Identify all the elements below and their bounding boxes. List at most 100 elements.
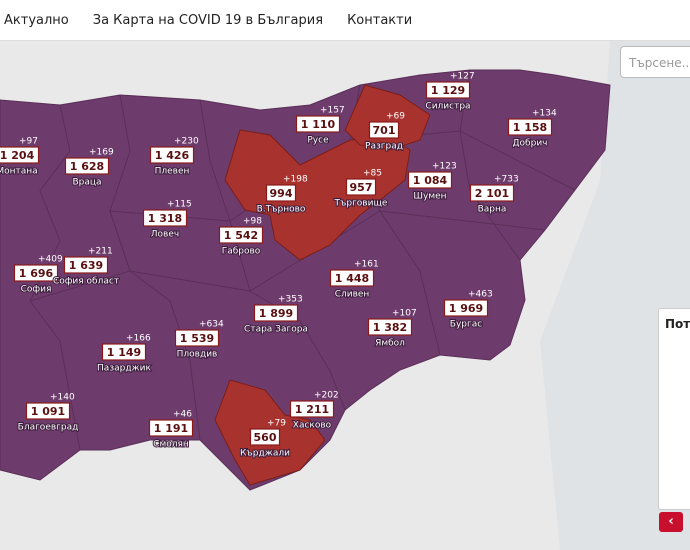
count-box (345, 178, 377, 196)
region-count: 1 696 (19, 267, 54, 280)
count-box (101, 343, 147, 361)
region-name: Пазарджик (97, 364, 151, 374)
region-name: Благоевград (18, 423, 79, 433)
nav-link[interactable]: Контакти (347, 12, 413, 28)
count-box (469, 184, 515, 202)
region-increase: +634 (199, 320, 224, 330)
region-name: Шумен (413, 192, 446, 202)
region-increase: +161 (354, 260, 379, 270)
count-box (218, 226, 264, 244)
count-box (25, 402, 71, 420)
info-panel: Пот (658, 308, 690, 510)
region-increase: +107 (392, 309, 417, 319)
region-increase: +79 (267, 419, 286, 429)
count-box (63, 256, 109, 274)
region-increase: +157 (320, 106, 345, 116)
count-box (425, 81, 471, 99)
back-button[interactable]: ‹ (659, 512, 683, 532)
region-count: 1 382 (373, 321, 407, 334)
region-increase: +123 (432, 162, 457, 172)
count-box (295, 115, 341, 133)
region-name: Сливен (335, 290, 370, 300)
count-box (13, 264, 59, 282)
region-name: Силистра (425, 102, 470, 112)
nav-bar: Актуално За Карта на COVID 19 в България… (0, 0, 690, 41)
count-box (142, 209, 188, 227)
region-name: София област (53, 277, 119, 287)
region-count: 1 191 (154, 422, 188, 435)
region-highlight (224, 129, 411, 261)
count-box (174, 329, 220, 347)
region-increase: +198 (283, 175, 308, 185)
count-box (249, 428, 281, 446)
region-name: Враца (72, 178, 101, 188)
region-count: 1 149 (107, 346, 141, 359)
sea (540, 41, 690, 550)
region-increase: +127 (450, 72, 475, 82)
region-increase: +140 (50, 393, 75, 403)
region-increase: +202 (314, 391, 339, 401)
nav-link[interactable]: За Карта на COVID 19 в България (92, 12, 324, 28)
count-box (265, 184, 297, 202)
region-name: В.Търново (257, 205, 306, 215)
region-increase: +134 (532, 109, 557, 119)
region-count: 560 (254, 431, 277, 444)
count-box (0, 146, 40, 164)
count-box (253, 304, 299, 322)
region-increase: +230 (174, 137, 199, 147)
region-increase: +166 (126, 334, 151, 344)
count-box (507, 118, 553, 136)
region-count: 1 084 (413, 174, 448, 187)
region-name: Ямбол (375, 339, 405, 349)
count-box (407, 171, 453, 189)
region-name: Плевен (155, 167, 190, 177)
count-box (367, 318, 413, 336)
panel-title: Пот (665, 317, 690, 331)
map: 1 129 +127 Силистра 1 110 +157 Русе 701 +69 Разг… (0, 41, 690, 550)
region-count: 1 426 (155, 149, 190, 162)
region-count: 1 899 (259, 307, 293, 320)
region-name: Кърджали (240, 449, 290, 459)
region-count: 1 969 (449, 302, 483, 315)
count-box (443, 299, 489, 317)
region-increase: +409 (38, 255, 63, 265)
count-box (368, 121, 400, 139)
count-box (64, 157, 110, 175)
region-count: 1 448 (335, 272, 369, 285)
count-box (148, 419, 194, 437)
region-name: Търговище (334, 199, 388, 209)
region-count: 1 542 (224, 229, 258, 242)
region-count: 1 628 (70, 160, 104, 173)
search-input[interactable]: Търсене... (620, 46, 690, 78)
region-name: София (21, 285, 52, 295)
region-name: Русе (307, 136, 329, 146)
region-increase: +733 (494, 175, 519, 185)
region-increase: +85 (363, 169, 382, 179)
region-count: 1 091 (31, 405, 65, 418)
region-increase: +98 (243, 217, 262, 227)
region-increase: +46 (173, 410, 192, 420)
region-count: 1 639 (69, 259, 103, 272)
region-increase: +97 (19, 137, 38, 147)
region-increase: +353 (278, 295, 303, 305)
region-count: 1 110 (301, 118, 336, 131)
region-increase: +463 (468, 290, 493, 300)
region-count: 701 (373, 124, 396, 137)
region-count: 2 101 (475, 187, 509, 200)
region-increase: +211 (88, 247, 113, 257)
region-name: Хасково (293, 421, 332, 431)
region-name: Габрово (222, 247, 261, 257)
region-increase: +115 (167, 200, 192, 210)
region-name: Варна (478, 205, 507, 215)
region-name: Монтана (0, 167, 38, 177)
region-count: 1 204 (0, 149, 35, 162)
region-name: Разград (365, 142, 403, 152)
count-box (329, 269, 375, 287)
nav-link[interactable]: Актуално (4, 12, 69, 28)
region-name: Бургас (450, 320, 482, 330)
region-name: Пловдив (177, 350, 218, 360)
region-count: 1 129 (431, 84, 465, 97)
count-box (149, 146, 195, 164)
count-box (289, 400, 335, 418)
